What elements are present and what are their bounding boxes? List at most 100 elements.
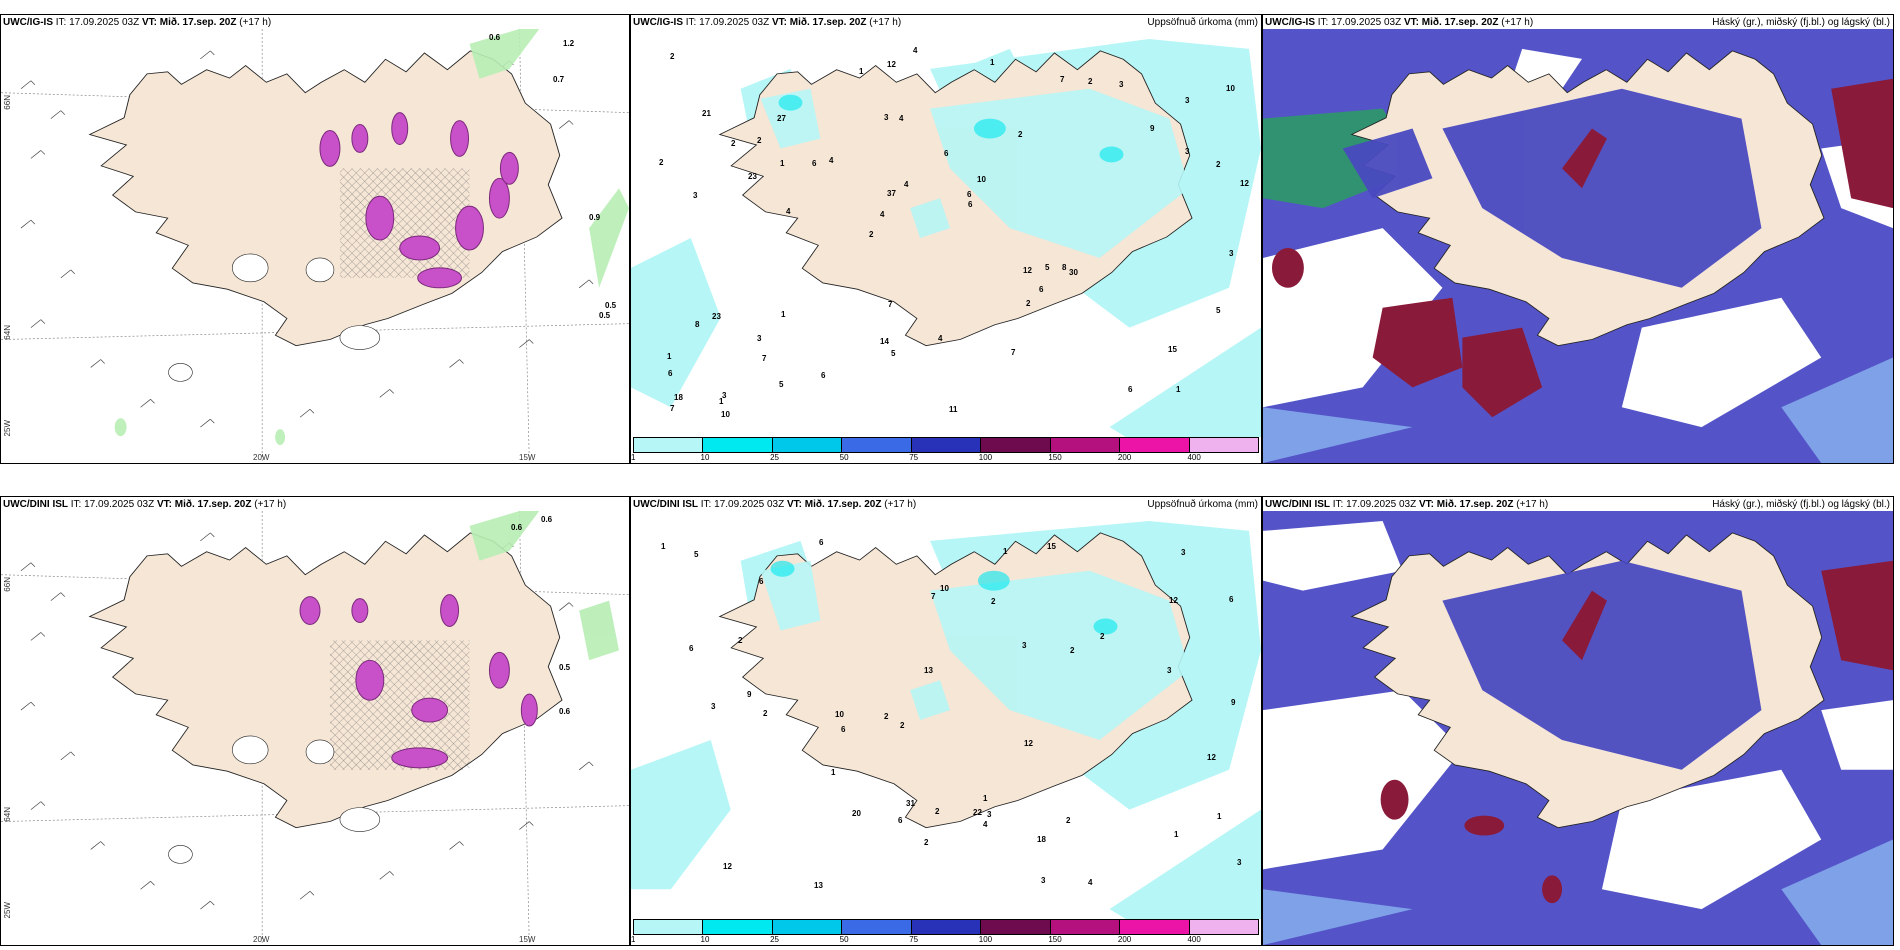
precip-value: 6	[841, 725, 846, 734]
precip-value: 3	[693, 191, 698, 200]
precip-value: 23	[748, 172, 757, 181]
precip-value: 1	[667, 352, 672, 361]
legend-color-5	[981, 438, 1051, 452]
precip-value: 1	[983, 794, 988, 803]
lead-time: (+17 h)	[1501, 17, 1534, 28]
precip-value: 12	[1023, 266, 1032, 275]
precip-value: 10	[835, 710, 844, 719]
wind-value: 0.5	[599, 311, 611, 320]
precip-value: 2	[757, 136, 762, 145]
init-time: IT: 17.09.2025 03Z	[1332, 499, 1417, 510]
precip-value: 9	[1150, 124, 1155, 133]
precip-value: 2	[738, 636, 743, 645]
legend-label: 10	[700, 935, 710, 944]
legend-color-2	[772, 920, 843, 934]
valid-time: VT: Mið. 17.sep. 20Z	[1403, 17, 1499, 28]
legend-label: 50	[839, 935, 849, 944]
precip-value: 23	[712, 312, 721, 321]
precip-value: 6	[1128, 385, 1133, 394]
precip-value: 6	[759, 577, 764, 586]
precip-value: 8	[695, 320, 700, 329]
legend-color-4	[911, 920, 982, 934]
precip-value: 18	[674, 393, 683, 402]
precip-value: 2	[1070, 646, 1075, 655]
init-time: IT: 17.09.2025 03Z	[55, 17, 140, 28]
lead-time: (+17 h)	[239, 17, 272, 28]
legend-color-1	[703, 920, 773, 934]
legend-label: 400	[1187, 453, 1201, 462]
legend-colorbar	[633, 437, 1259, 453]
wind-value: 0.6	[511, 523, 523, 532]
lead-time: (+17 h)	[254, 499, 287, 510]
lon-label: 15W	[519, 935, 536, 944]
legend-label: 150	[1048, 935, 1062, 944]
product-title: Uppsöfnuð úrkoma (mm)	[1147, 17, 1258, 28]
precip-value: 6	[821, 371, 826, 380]
legend-label: 100	[978, 935, 993, 944]
panel-title: UWC/DINI ISL IT: 17.09.2025 03Z VT: Mið.…	[633, 499, 916, 510]
lead-time: (+17 h)	[884, 499, 917, 510]
precip-value: 4	[899, 114, 904, 123]
precip-value: 15	[1168, 345, 1177, 354]
precip-value: 3	[1237, 858, 1242, 867]
legend-color-7	[1120, 438, 1190, 452]
wind-value: 0.5	[605, 301, 617, 310]
precip-value: 6	[1039, 285, 1044, 294]
precip-value: 1	[719, 397, 724, 406]
precip-value: 10	[1226, 84, 1235, 93]
precip-value: 7	[1011, 348, 1016, 357]
model-name: UWC/IG-IS	[1265, 17, 1315, 28]
precip-value: 2	[659, 158, 664, 167]
valid-time: VT: Mið. 17.sep. 20Z	[771, 17, 867, 28]
precip-value: 13	[924, 666, 933, 675]
lead-time: (+17 h)	[869, 17, 902, 28]
precip-value: 3	[1041, 876, 1046, 885]
panel-precip-bottom: UWC/DINI ISL IT: 17.09.2025 03Z VT: Mið.…	[630, 496, 1262, 946]
precip-value: 11	[949, 405, 958, 414]
precip-value: 2	[1026, 299, 1031, 308]
precip-value: 6	[668, 369, 673, 378]
precip-value: 3	[1185, 147, 1190, 156]
precip-value: 4	[880, 210, 885, 219]
precip-value: 10	[721, 410, 730, 419]
lat-label: 66N	[3, 95, 12, 110]
precip-value: 6	[1229, 595, 1234, 604]
panel-wind-top: UWC/IG-IS IT: 17.09.2025 03Z VT: Mið. 17…	[0, 14, 630, 464]
precip-value: 12	[1024, 739, 1033, 748]
legend-color-3	[842, 920, 912, 934]
legend-label: 75	[909, 453, 919, 462]
precip-value: 9	[1231, 698, 1236, 707]
precip-value: 12	[1207, 753, 1216, 762]
lon-label: 20W	[253, 935, 270, 944]
legend-color-6	[1050, 438, 1121, 452]
precip-value: 2	[1088, 77, 1093, 86]
lead-time: (+17 h)	[1516, 499, 1549, 510]
legend-label: 25	[770, 453, 780, 462]
panel-title: UWC/IG-IS IT: 17.09.2025 03Z VT: Mið. 17…	[1265, 17, 1533, 28]
precip-value: 2	[1100, 632, 1105, 641]
legend-color-6	[1050, 920, 1121, 934]
legend-label: 100	[978, 453, 993, 462]
wind-value: 0.7	[553, 75, 565, 84]
legend-color-1	[703, 438, 773, 452]
precip-value: 20	[852, 809, 861, 818]
precip-value: 3	[987, 810, 992, 819]
precip-value: 13	[814, 881, 823, 890]
wind-value: 1.2	[563, 39, 575, 48]
precip-value: 6	[819, 538, 824, 547]
legend-label: 10	[700, 453, 710, 462]
panel-title: UWC/DINI ISL IT: 17.09.2025 03Z VT: Mið.…	[3, 499, 286, 510]
product-title: Háský (gr.), miðský (fj.bl.) og lágský (…	[1712, 17, 1890, 28]
precip-legend: 1 10 25 50 75 100 150 200 400	[631, 919, 1261, 945]
cloud-map	[1263, 511, 1893, 945]
precip-value: 3	[1229, 249, 1234, 258]
precip-value: 10	[940, 584, 949, 593]
precip-value: 21	[702, 109, 711, 118]
panel-precip-top: UWC/IG-IS IT: 17.09.2025 03Z VT: Mið. 17…	[630, 14, 1262, 464]
init-time: IT: 17.09.2025 03Z	[70, 499, 155, 510]
precip-value: 1	[661, 542, 666, 551]
legend-color-3	[842, 438, 912, 452]
wind-map	[1, 29, 629, 463]
precip-value: 5	[891, 349, 896, 358]
precip-value: 1	[781, 310, 786, 319]
